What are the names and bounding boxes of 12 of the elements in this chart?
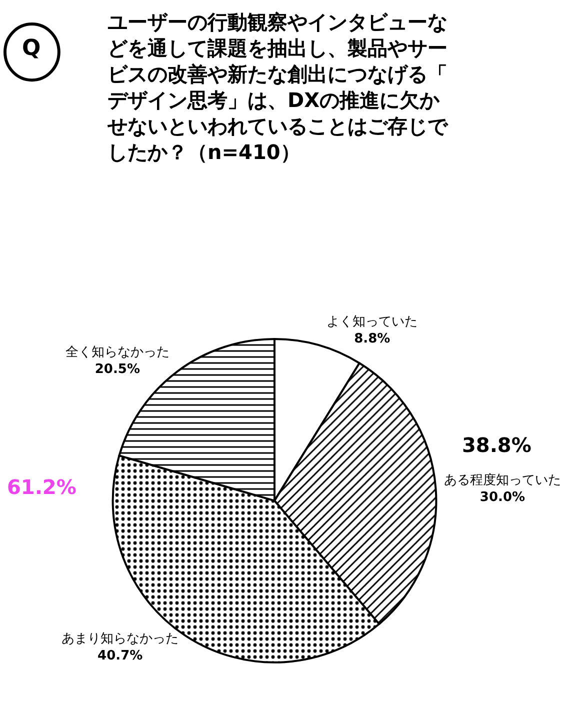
data-label: 40.7%: [98, 648, 143, 664]
slice-label: 全く知らなかった: [65, 345, 170, 360]
slice-label: ある程度知っていた: [444, 472, 561, 488]
slice-label: あまり知らなかった: [62, 632, 179, 647]
text: 38.8%: [462, 433, 532, 457]
text: 61.2%: [7, 475, 76, 499]
data-label: 30.0%: [480, 490, 526, 505]
data-label: 20.5%: [94, 362, 140, 378]
slice-label: よく知っていた: [326, 314, 418, 330]
data-label: 8.8%: [354, 331, 390, 346]
text: Q: [22, 36, 41, 61]
chart-title: ユーザーの行動観察やインタビューなどを通して課題を抽出し、製品やサービスの改善や新たな創出につなげる「デザイン思考」は、DXの推進に欠かせないといわれていることはご存じでしたか？（n=410）: [106, 10, 449, 164]
